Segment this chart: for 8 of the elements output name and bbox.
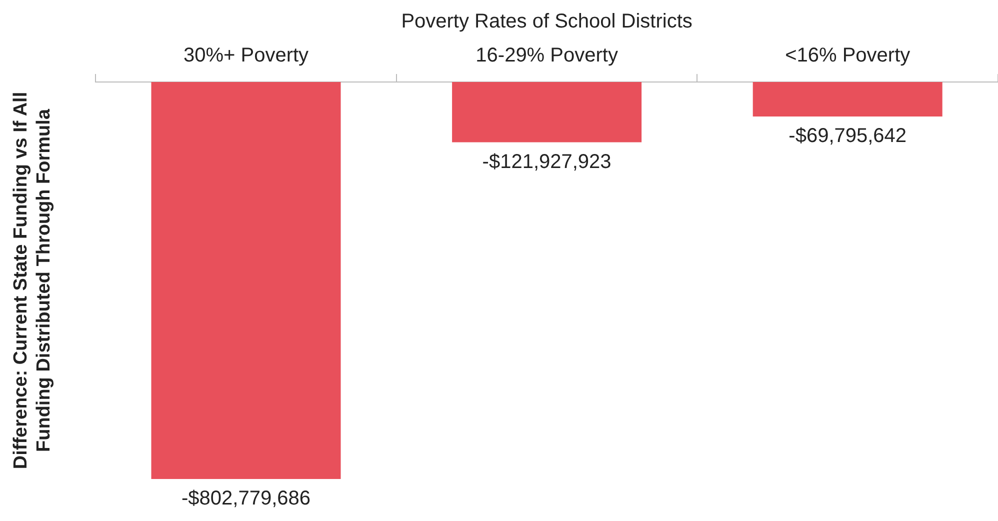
data-label: -$121,927,923 <box>482 150 612 173</box>
data-label: -$69,795,642 <box>788 125 907 148</box>
data-label: -$802,779,686 <box>181 488 311 510</box>
y-axis-title: Difference: Current State Funding vs If All Funding Distributed Through Formula <box>10 92 54 470</box>
x-tick-label: 30%+ Poverty <box>183 44 309 67</box>
x-axis-title: Poverty Rates of School Districts <box>401 10 692 33</box>
x-tick-label: <16% Poverty <box>785 44 910 67</box>
x-tick-label: 16-29% Poverty <box>476 44 618 67</box>
